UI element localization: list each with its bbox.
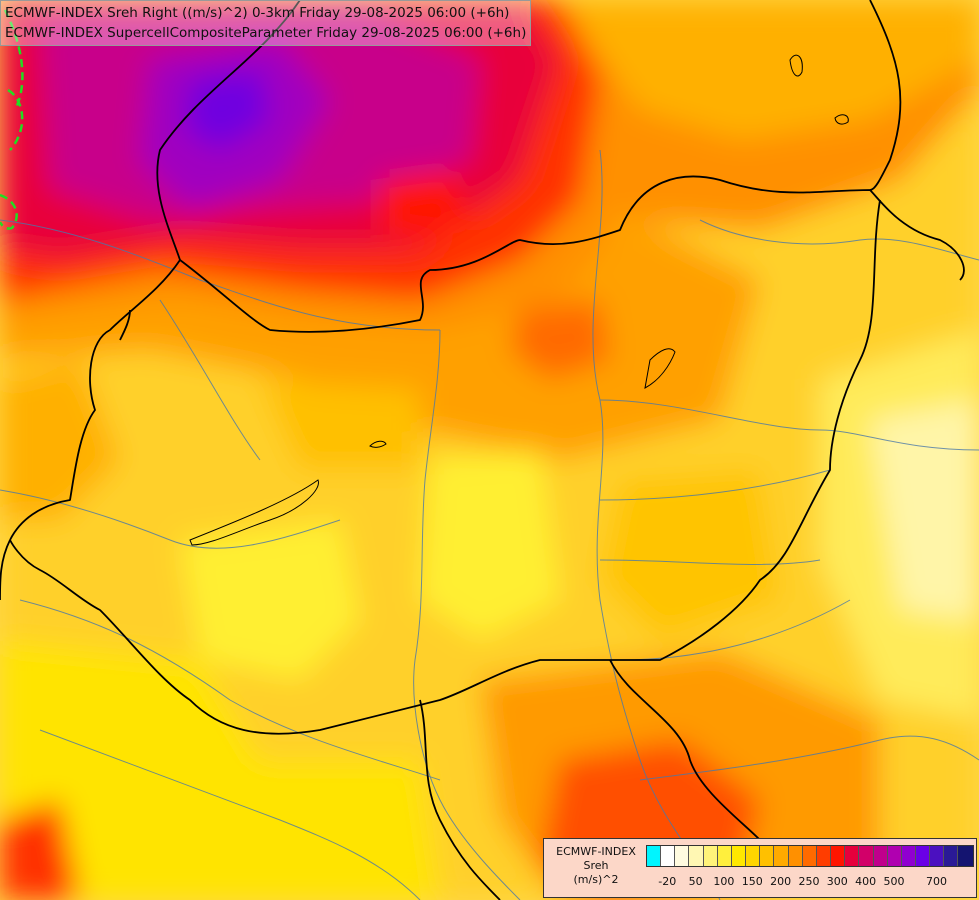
legend-label: 500	[883, 875, 905, 888]
legend-swatch	[661, 846, 676, 866]
legend-label: 700	[925, 875, 947, 888]
legend-model: ECMWF-INDEX	[556, 845, 636, 858]
legend-swatch	[760, 846, 775, 866]
legend-swatch	[901, 846, 916, 866]
legend-parameter: Sreh	[583, 859, 609, 872]
lakes	[189, 54, 849, 546]
legend-label: -20	[658, 875, 677, 888]
legend-title: ECMWF-INDEX Sreh (m/s)^2	[548, 845, 644, 887]
legend-swatch	[788, 846, 803, 866]
legend-unit: (m/s)^2	[573, 873, 619, 886]
legend-label: 250	[798, 875, 820, 888]
legend-swatch	[958, 846, 973, 866]
legend-label: 100	[713, 875, 735, 888]
legend-swatch	[845, 846, 860, 866]
legend-label: 400	[855, 875, 877, 888]
title-line-sreh: ECMWF-INDEX Sreh Right ((m/s)^2) 0-3km F…	[5, 5, 510, 21]
legend-swatch	[802, 846, 817, 866]
rivers	[0, 149, 979, 900]
legend-swatch	[746, 846, 761, 866]
legend-swatch	[944, 846, 959, 866]
legend-colorbar	[646, 845, 974, 867]
legend-swatch	[887, 846, 902, 866]
legend-swatch	[703, 846, 718, 866]
title-line-scp: ECMWF-INDEX SupercellCompositeParameter …	[5, 25, 527, 41]
legend-label: 200	[770, 875, 792, 888]
legend-labels: -20 50 100 150 200 250 300 400 500 700	[646, 875, 972, 889]
map-title: ECMWF-INDEX Sreh Right ((m/s)^2) 0-3km F…	[0, 0, 532, 46]
legend-swatch	[689, 846, 704, 866]
legend: ECMWF-INDEX Sreh (m/s)^2 -20 50 100 150 200 2…	[543, 838, 977, 898]
legend-swatch	[774, 846, 789, 866]
legend-swatch	[930, 846, 945, 866]
legend-label: 50	[688, 875, 703, 888]
legend-swatch	[731, 846, 747, 866]
legend-swatch	[831, 846, 846, 866]
legend-swatch	[816, 846, 832, 866]
legend-label: 150	[741, 875, 763, 888]
legend-swatch	[915, 846, 931, 866]
legend-label: 300	[826, 875, 848, 888]
legend-swatch	[647, 846, 662, 866]
legend-swatch	[675, 846, 690, 866]
scp-contours	[0, 9, 24, 230]
legend-swatch	[859, 846, 874, 866]
legend-swatch	[873, 846, 888, 866]
legend-swatch	[717, 846, 732, 866]
